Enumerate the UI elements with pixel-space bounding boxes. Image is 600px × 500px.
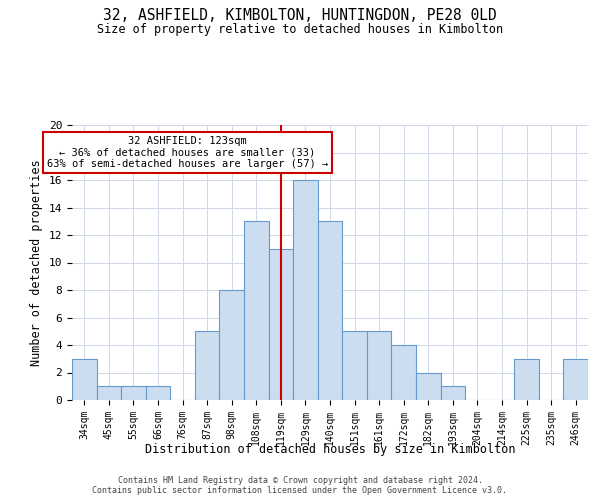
Bar <box>121 386 146 400</box>
Text: Distribution of detached houses by size in Kimbolton: Distribution of detached houses by size … <box>145 442 515 456</box>
Y-axis label: Number of detached properties: Number of detached properties <box>30 159 43 366</box>
Bar <box>342 331 367 400</box>
Bar <box>220 290 244 400</box>
Bar <box>416 372 440 400</box>
Bar <box>195 331 220 400</box>
Bar <box>563 359 588 400</box>
Bar <box>514 359 539 400</box>
Text: Contains HM Land Registry data © Crown copyright and database right 2024.
Contai: Contains HM Land Registry data © Crown c… <box>92 476 508 495</box>
Text: 32, ASHFIELD, KIMBOLTON, HUNTINGDON, PE28 0LD: 32, ASHFIELD, KIMBOLTON, HUNTINGDON, PE2… <box>103 8 497 22</box>
Bar <box>367 331 391 400</box>
Bar <box>391 345 416 400</box>
Text: Size of property relative to detached houses in Kimbolton: Size of property relative to detached ho… <box>97 22 503 36</box>
Bar <box>72 359 97 400</box>
Bar <box>146 386 170 400</box>
Bar <box>440 386 465 400</box>
Bar <box>244 221 269 400</box>
Bar <box>97 386 121 400</box>
Text: 32 ASHFIELD: 123sqm
← 36% of detached houses are smaller (33)
63% of semi-detach: 32 ASHFIELD: 123sqm ← 36% of detached ho… <box>47 136 328 169</box>
Bar <box>318 221 342 400</box>
Bar <box>293 180 318 400</box>
Bar <box>269 248 293 400</box>
